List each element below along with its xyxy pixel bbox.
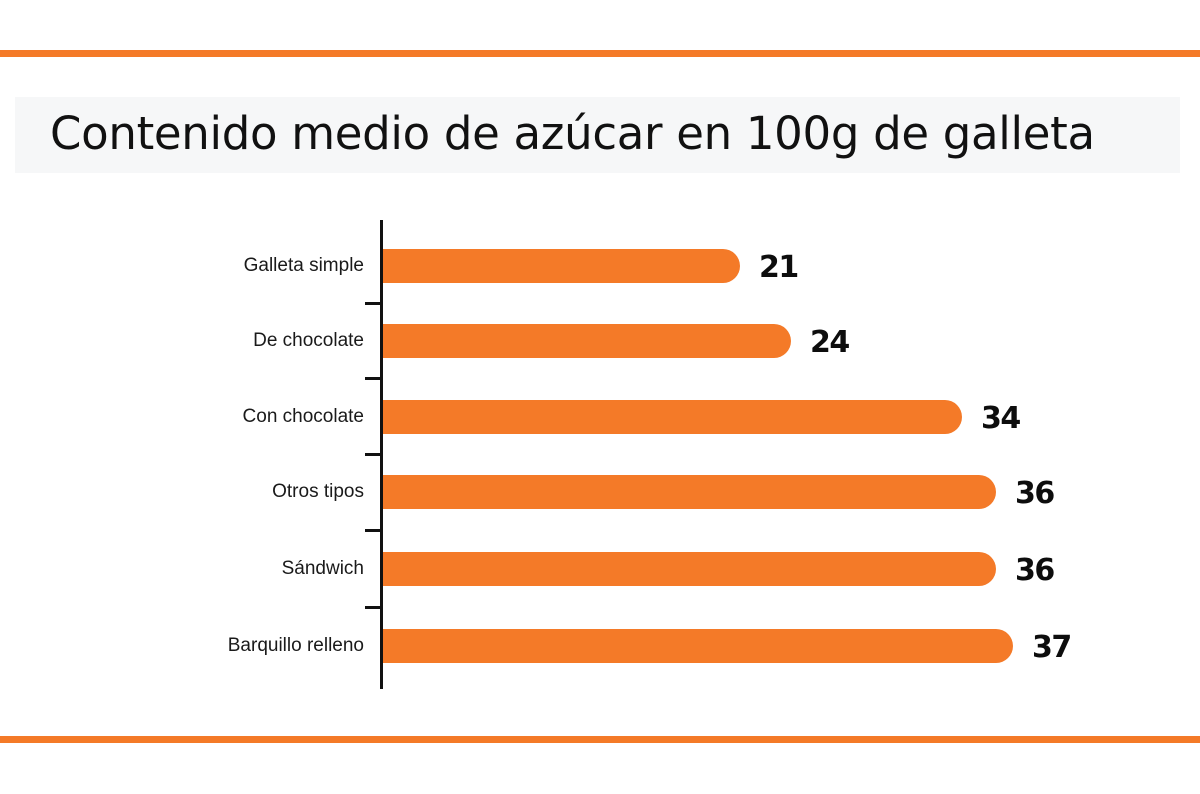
- value-label: 21: [759, 250, 799, 285]
- bar: [383, 475, 996, 509]
- value-label: 36: [1015, 553, 1055, 588]
- value-label: 36: [1015, 476, 1055, 511]
- bar: [383, 629, 1013, 663]
- bar: [383, 400, 962, 434]
- top-rule: [0, 50, 1200, 57]
- category-label: Galleta simple: [243, 255, 364, 276]
- chart-title: Contenido medio de azúcar en 100g de gal…: [50, 107, 1095, 160]
- category-label: Otros tipos: [272, 481, 364, 502]
- category-label: De chocolate: [253, 330, 364, 351]
- bar: [383, 552, 996, 586]
- category-label: Barquillo relleno: [227, 635, 364, 656]
- axis-tick: [365, 377, 382, 380]
- bar: [383, 249, 740, 283]
- axis-tick: [365, 529, 382, 532]
- category-label: Con chocolate: [242, 406, 364, 427]
- value-label: 37: [1032, 630, 1072, 665]
- axis-tick: [365, 606, 382, 609]
- bar: [383, 324, 791, 358]
- category-label: Sándwich: [281, 558, 364, 579]
- axis-tick: [365, 302, 382, 305]
- title-band: [15, 97, 1180, 173]
- value-label: 24: [810, 325, 850, 360]
- value-label: 34: [981, 401, 1021, 436]
- axis-tick: [365, 453, 382, 456]
- bottom-rule: [0, 736, 1200, 743]
